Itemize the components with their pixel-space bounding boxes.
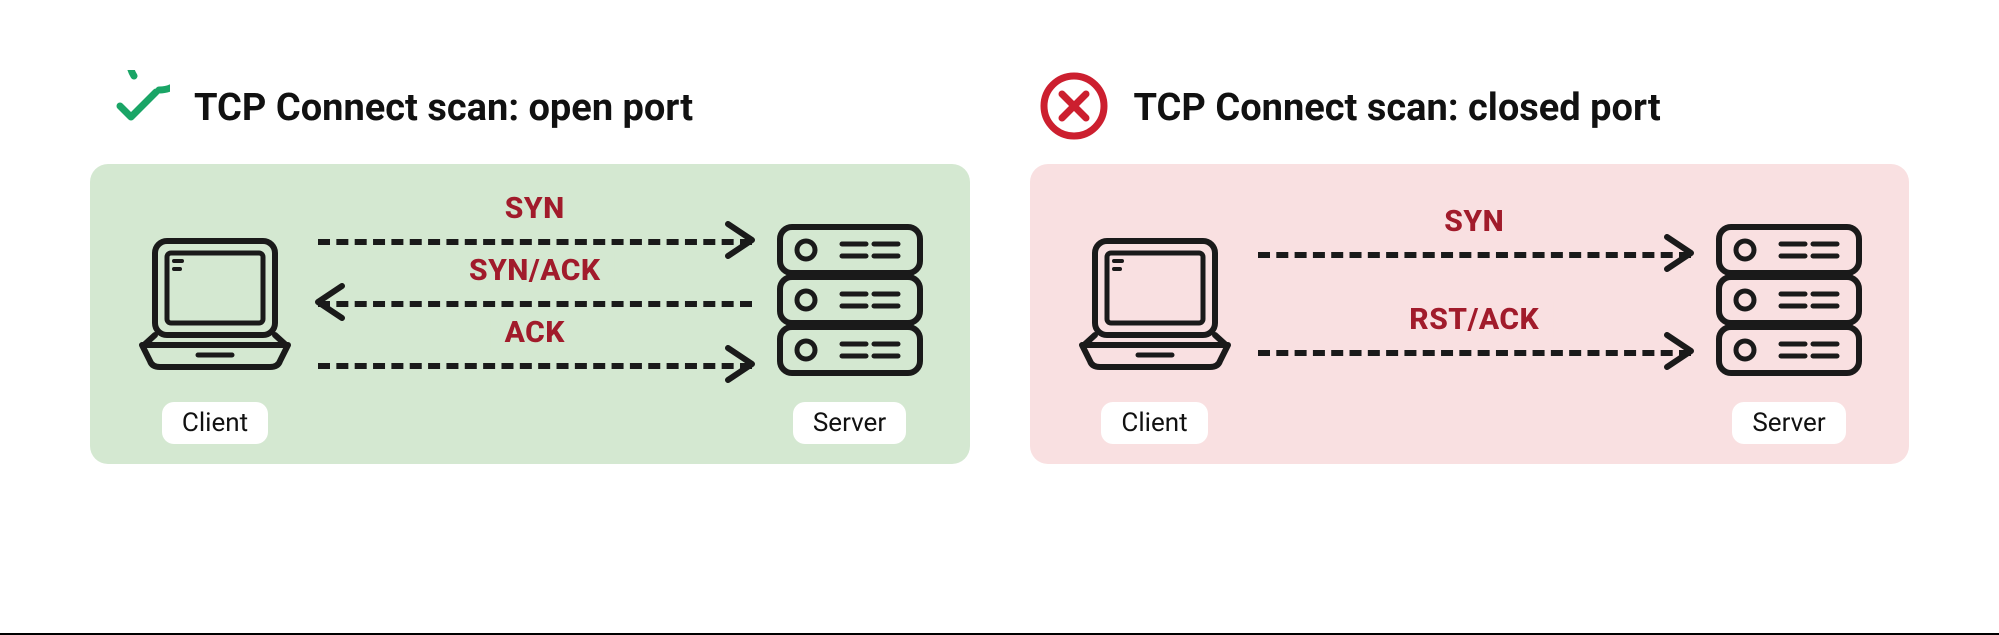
laptop-icon <box>130 227 300 381</box>
client-col-open: Client <box>130 194 300 414</box>
arrow-label-rstack: RST/ACK <box>1395 302 1553 337</box>
arrow-head-left-icon <box>312 282 346 326</box>
server-label-open: Server <box>793 402 906 444</box>
arrow-label-syn-closed: SYN <box>1430 204 1518 239</box>
panel-header-closed: TCP Connect scan: closed port <box>1030 70 1910 146</box>
arrow-head-right-icon <box>1663 331 1697 375</box>
cross-icon <box>1038 70 1110 146</box>
panel-header-open: TCP Connect scan: open port <box>90 70 970 146</box>
server-col-open: Server <box>770 194 930 414</box>
panel-open-port: TCP Connect scan: open port Client SYN <box>90 70 970 635</box>
client-col-closed: Client <box>1070 194 1240 414</box>
server-icon <box>1709 217 1869 391</box>
arrow-label-synack: SYN/ACK <box>455 253 615 288</box>
server-icon <box>770 217 930 391</box>
panel-closed-port: TCP Connect scan: closed port Client SYN <box>1030 70 1910 635</box>
arrow-rstack: RST/ACK <box>1258 328 1692 378</box>
arrow-ack: ACK <box>318 341 752 391</box>
arrows-closed: SYN RST/ACK <box>1240 230 1710 378</box>
arrow-label-ack: ACK <box>491 315 579 350</box>
panel-body-open: Client SYN SYN/ACK ACK <box>90 164 970 464</box>
arrow-head-right-icon <box>1663 233 1697 277</box>
check-icon <box>98 70 170 146</box>
client-label-closed: Client <box>1101 402 1207 444</box>
server-col-closed: Server <box>1709 194 1869 414</box>
panel-body-closed: Client SYN RST/ACK <box>1030 164 1910 464</box>
arrow-head-right-icon <box>724 220 758 264</box>
arrows-open: SYN SYN/ACK ACK <box>300 217 770 391</box>
server-label-closed: Server <box>1732 402 1845 444</box>
arrow-head-right-icon <box>724 344 758 388</box>
arrow-label-syn: SYN <box>491 191 579 226</box>
client-label-open: Client <box>162 402 268 444</box>
arrow-syn-closed: SYN <box>1258 230 1692 280</box>
panel-title-closed: TCP Connect scan: closed port <box>1134 86 1661 130</box>
panel-title-open: TCP Connect scan: open port <box>194 86 693 130</box>
laptop-icon <box>1070 227 1240 381</box>
